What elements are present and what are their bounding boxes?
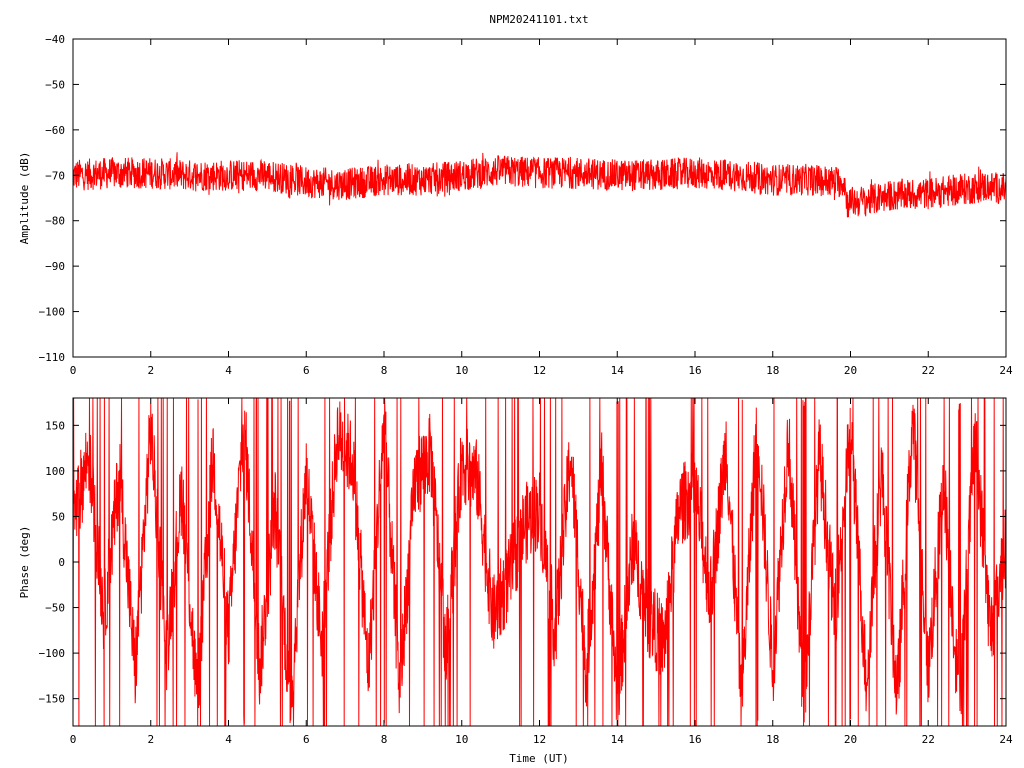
phase-x-tick-label: 8 bbox=[381, 733, 388, 746]
phase-y-axis-label: Phase (deg) bbox=[18, 526, 31, 599]
phase-y-tick-label: 100 bbox=[45, 465, 65, 478]
phase-y-tick-label: −150 bbox=[39, 693, 66, 706]
amplitude-x-tick-label: 16 bbox=[688, 364, 701, 377]
amplitude-x-tick-label: 2 bbox=[147, 364, 154, 377]
phase-x-tick-label: 20 bbox=[844, 733, 857, 746]
amplitude-x-tick-label: 0 bbox=[70, 364, 77, 377]
phase-x-tick-label: 22 bbox=[922, 733, 935, 746]
phase-y-tick-label: 50 bbox=[52, 510, 65, 523]
amplitude-x-tick-label: 14 bbox=[611, 364, 625, 377]
phase-x-tick-label: 16 bbox=[688, 733, 701, 746]
amplitude-y-tick-label: −110 bbox=[39, 351, 66, 364]
phase-x-tick-label: 24 bbox=[999, 733, 1013, 746]
phase-x-tick-label: 2 bbox=[147, 733, 154, 746]
phase-x-tick-label: 4 bbox=[225, 733, 232, 746]
phase-series bbox=[73, 398, 1006, 726]
amplitude-x-tick-label: 18 bbox=[766, 364, 779, 377]
phase-x-tick-label: 18 bbox=[766, 733, 779, 746]
amplitude-y-tick-label: −100 bbox=[39, 306, 66, 319]
phase-x-tick-label: 14 bbox=[611, 733, 625, 746]
amplitude-y-axis-label: Amplitude (dB) bbox=[18, 152, 31, 245]
amplitude-y-tick-label: −80 bbox=[45, 215, 65, 228]
chart-title: NPM20241101.txt bbox=[489, 13, 588, 26]
amplitude-y-tick-label: −60 bbox=[45, 124, 65, 137]
amplitude-line bbox=[72, 152, 1007, 218]
amplitude-x-tick-label: 8 bbox=[381, 364, 388, 377]
amplitude-x-tick-label: 4 bbox=[225, 364, 232, 377]
amplitude-y-tick-label: −90 bbox=[45, 260, 65, 273]
phase-line bbox=[73, 398, 1006, 726]
amplitude-x-tick-label: 6 bbox=[303, 364, 310, 377]
x-axis-label: Time (UT) bbox=[509, 752, 569, 765]
phase-x-tick-label: 6 bbox=[303, 733, 310, 746]
amplitude-y-tick-label: −50 bbox=[45, 78, 65, 91]
amplitude-x-tick-label: 20 bbox=[844, 364, 857, 377]
amplitude-x-tick-label: 24 bbox=[999, 364, 1013, 377]
amplitude-x-tick-label: 12 bbox=[533, 364, 546, 377]
amplitude-series bbox=[72, 152, 1007, 218]
amplitude-plot: 0 2 4 6 8 10 12 14 16 18 20 22 24−40−50−60−70−80−90−… bbox=[18, 33, 1013, 377]
amplitude-x-tick-label: 10 bbox=[455, 364, 468, 377]
amplitude-y-tick-label: −70 bbox=[45, 169, 65, 182]
phase-y-tick-label: 0 bbox=[58, 556, 65, 569]
amplitude-y-tick-label: −40 bbox=[45, 33, 65, 46]
phase-x-tick-label: 12 bbox=[533, 733, 546, 746]
amplitude-x-tick-label: 22 bbox=[922, 364, 935, 377]
phase-y-tick-label: −50 bbox=[45, 602, 65, 615]
phase-x-tick-label: 0 bbox=[70, 733, 77, 746]
phase-y-tick-label: −100 bbox=[39, 647, 66, 660]
phase-x-tick-label: 10 bbox=[455, 733, 468, 746]
phase-y-tick-label: 150 bbox=[45, 419, 65, 432]
phase-plot: 0 2 4 6 8 10 12 14 16 18 20 22 24150100500−50−100−15… bbox=[18, 397, 1013, 765]
